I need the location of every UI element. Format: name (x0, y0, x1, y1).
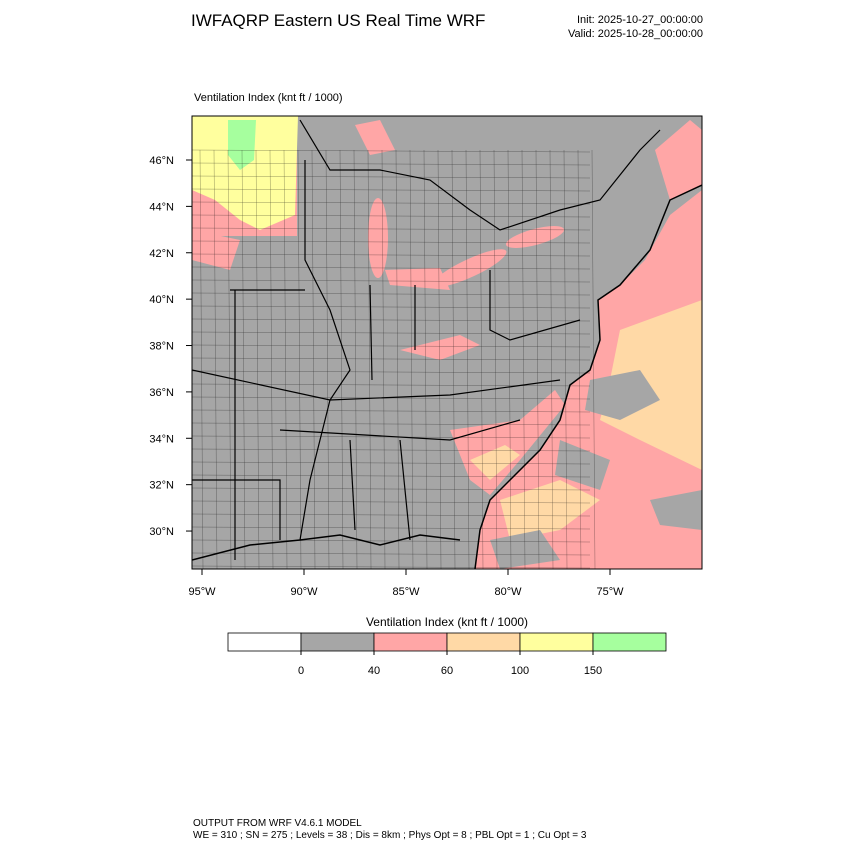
field-patch (368, 198, 388, 278)
map-frame (191, 115, 703, 570)
colorbar-label: 0 (298, 665, 304, 677)
colorbar-label: 60 (441, 665, 453, 677)
county-grid (192, 149, 596, 569)
lat-label: 32°N (149, 480, 174, 492)
field-patch (470, 445, 520, 480)
colorbar-box (373, 632, 448, 652)
lat-label: 42°N (149, 248, 174, 260)
lat-label: 40°N (149, 294, 174, 306)
map-title: Ventilation Index (knt ft / 1000) (194, 92, 343, 104)
map-field (192, 116, 702, 569)
field-patch (192, 230, 240, 270)
field-patch (192, 116, 298, 230)
field-patch (600, 300, 702, 470)
lon-label: 90°W (290, 586, 318, 598)
field-patch (650, 490, 702, 530)
lon-label: 80°W (494, 586, 522, 598)
lon-label: 95°W (188, 586, 216, 598)
field-patch (385, 268, 450, 290)
lat-label: 36°N (149, 387, 174, 399)
colorbar-label: 40 (368, 665, 380, 677)
field-patch (228, 120, 256, 170)
border (299, 119, 661, 231)
lon-label: 75°W (596, 586, 624, 598)
colorbar-box (446, 632, 521, 652)
title: IWFAQRP Eastern US Real Time WRF (191, 11, 485, 30)
field-patch (505, 226, 565, 248)
init-time: Init: 2025-10-27_00:00:00 (577, 14, 703, 26)
field-patch (400, 335, 480, 360)
field-patch (655, 120, 702, 200)
colorbar-box (592, 632, 667, 652)
colorbar-box (227, 632, 302, 652)
field-patch (433, 249, 507, 287)
colorbar-label: 100 (511, 665, 529, 677)
colorbar-box (300, 632, 375, 652)
lat-label: 46°N (149, 155, 174, 167)
state-borders (192, 160, 581, 560)
field-patch (585, 370, 660, 420)
field-patch (500, 480, 600, 540)
colorbar-box (519, 632, 594, 652)
coastline (474, 184, 702, 569)
lon-label: 85°W (392, 586, 420, 598)
lat-label: 44°N (149, 201, 174, 213)
lat-label: 34°N (149, 433, 174, 445)
field-patch (555, 440, 610, 490)
colorbar-title: Ventilation Index (knt ft / 1000) (366, 615, 528, 629)
coastline (192, 534, 461, 561)
lat-label: 30°N (149, 526, 174, 538)
valid-time: Valid: 2025-10-28_00:00:00 (568, 28, 703, 40)
field-patch (475, 190, 702, 569)
lat-label: 38°N (149, 341, 174, 353)
footer-line: WE = 310 ; SN = 275 ; Levels = 38 ; Dis … (193, 830, 587, 841)
footer-line: OUTPUT FROM WRF V4.6.1 MODEL (193, 818, 362, 829)
field-patch (355, 120, 395, 155)
colorbar-label: 150 (584, 665, 602, 677)
